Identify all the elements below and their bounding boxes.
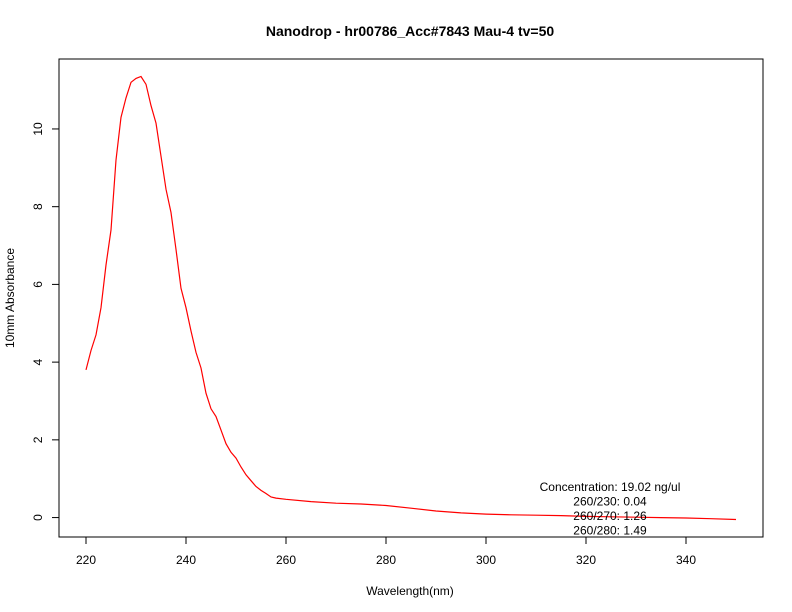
x-tick-label: 340: [676, 553, 696, 567]
x-tick-label: 220: [76, 553, 96, 567]
y-tick-label: 10: [31, 122, 45, 136]
y-tick-label: 2: [31, 436, 45, 443]
annotation-line: 260/280: 1.49: [573, 524, 647, 538]
y-tick-label: 0: [31, 514, 45, 521]
x-tick-label: 240: [176, 553, 196, 567]
plot-frame: [58, 58, 764, 538]
x-tick-label: 320: [576, 553, 596, 567]
x-tick-label: 260: [276, 553, 296, 567]
x-tick-label: 300: [476, 553, 496, 567]
chart-title: Nanodrop - hr00786_Acc#7843 Mau-4 tv=50: [266, 23, 555, 39]
y-tick-label: 6: [31, 281, 45, 288]
absorbance-series-line: [85, 75, 737, 521]
y-tick-label: 4: [31, 358, 45, 365]
x-tick-label: 280: [376, 553, 396, 567]
y-axis: 0 2 4 6 8 10: [31, 122, 60, 521]
annotation-line: Concentration: 19.02 ng/ul: [540, 480, 681, 494]
x-axis: 220 240 260 280 300 320 340: [76, 536, 696, 567]
y-axis-label: 10mm Absorbance: [3, 248, 17, 348]
x-axis-label: Wavelength(nm): [366, 584, 454, 598]
annotation-line: 260/270: 1.26: [573, 509, 647, 523]
annotation-line: 260/230: 0.04: [573, 495, 647, 509]
y-tick-label: 8: [31, 203, 45, 210]
